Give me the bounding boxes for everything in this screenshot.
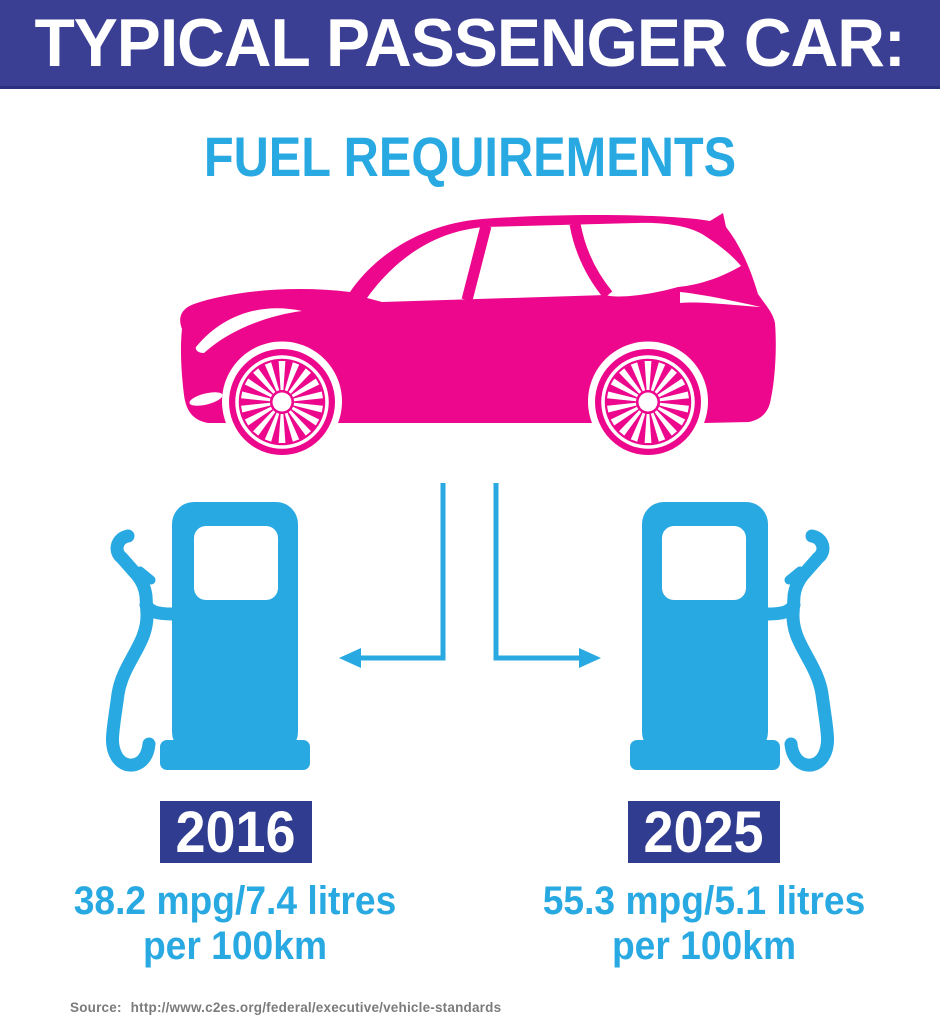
car-headlight bbox=[195, 308, 302, 353]
page-title: TYPICAL PASSENGER CAR: bbox=[34, 5, 906, 81]
stat-left: 38.2 mpg/7.4 litres per 100km bbox=[56, 879, 415, 969]
year-right-label: 2025 bbox=[644, 799, 764, 865]
right-arrowhead bbox=[579, 648, 601, 668]
header-bar: TYPICAL PASSENGER CAR: bbox=[0, 0, 940, 89]
left-arrowhead bbox=[339, 648, 361, 668]
stat-right-line2: per 100km bbox=[611, 924, 797, 969]
stat-right-line1: 55.3 mpg/5.1 litres bbox=[542, 879, 866, 923]
year-left-label: 2016 bbox=[176, 799, 296, 865]
source-label: Source: bbox=[70, 1000, 122, 1015]
source-url: http://www.c2es.org/federal/executive/ve… bbox=[130, 1000, 502, 1015]
car-front-wheel bbox=[229, 349, 335, 455]
car-taillight bbox=[680, 292, 761, 307]
stat-left-line2: per 100km bbox=[142, 924, 328, 969]
car-rear-wheel bbox=[595, 349, 701, 455]
source-line: Source: http://www.c2es.org/federal/execu… bbox=[70, 1000, 501, 1015]
car-b-pillar bbox=[461, 224, 492, 302]
car-icon bbox=[180, 213, 776, 465]
year-badge-2016: 2016 bbox=[160, 799, 312, 865]
fuel-pump-icon-left bbox=[105, 502, 310, 772]
year-badge-2025: 2025 bbox=[628, 799, 780, 865]
stat-left-line1: 38.2 mpg/7.4 litres bbox=[73, 879, 397, 923]
car-windows bbox=[367, 222, 741, 302]
car-c-pillar bbox=[569, 222, 613, 299]
stat-right: 55.3 mpg/5.1 litres per 100km bbox=[525, 879, 884, 969]
subtitle: FUEL REQUIREMENTS bbox=[203, 125, 737, 188]
car-foglight bbox=[189, 392, 223, 406]
split-arrows-icon bbox=[339, 483, 601, 668]
fuel-pump-icon-right bbox=[628, 492, 840, 784]
